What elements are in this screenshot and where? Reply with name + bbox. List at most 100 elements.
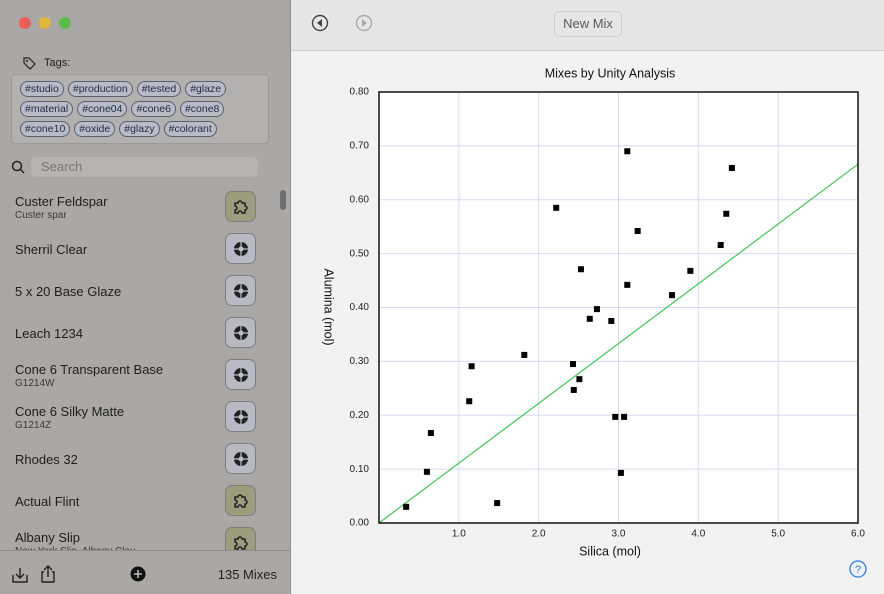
point (427, 430, 434, 437)
icon (231, 239, 251, 259)
x-axis-label: Silica (mol) (579, 544, 641, 558)
tag[interactable]: #glazy (119, 121, 160, 137)
mix-name: Cone 6 Transparent Base (15, 362, 164, 377)
mix-name: 5 x 20 Base Glaze (15, 284, 122, 299)
y-tick-label: 0.60 (350, 194, 370, 205)
icon (231, 533, 251, 550)
point (577, 266, 584, 273)
point (569, 361, 576, 368)
sidebar: Tags: #studio #production #tested #glaze #ma… (0, 0, 291, 594)
x-tick-label: 3.0 (612, 529, 626, 540)
x-tick-label: 5.0 (771, 529, 785, 540)
point (717, 242, 724, 249)
mix-subtitle: G1214Z (15, 420, 52, 431)
back-button[interactable] (311, 14, 329, 32)
share-button[interactable] (39, 564, 57, 584)
point (494, 500, 501, 507)
icon (231, 449, 251, 469)
chart: Mixes by Unity Analysis Silica (mol) Alu… (322, 66, 867, 578)
tag-row: #studio #production #tested #glaze (20, 81, 268, 97)
tags-label: Tags: (44, 57, 71, 69)
point (617, 469, 624, 476)
icon-shape (234, 410, 248, 424)
mix-icon (225, 233, 256, 264)
icon (231, 281, 251, 301)
icon (231, 197, 251, 217)
point (468, 363, 475, 370)
icon (231, 407, 251, 427)
mix-name: Albany Slip (15, 530, 81, 545)
y-tick-label: 0.00 (350, 518, 370, 529)
mix-row[interactable]: Sherril Clear (0, 228, 280, 270)
mix-row[interactable]: Albany SlipNew York Slip, Albany Clay (0, 522, 280, 550)
mix-list: Custer Feldspar Custer spar Sherril Clear 5… (0, 186, 280, 550)
help-button[interactable]: ? (849, 560, 867, 578)
tag[interactable]: #cone04 (77, 101, 128, 117)
mix-name: Sherril Clear (15, 242, 88, 257)
search-field[interactable]: Search (31, 157, 258, 177)
point (576, 376, 583, 383)
point (570, 386, 577, 393)
point (687, 267, 694, 274)
point (593, 306, 600, 313)
mix-row[interactable]: Cone 6 Transparent Base G1214W (0, 354, 280, 396)
mix-icon (225, 443, 256, 474)
zoom-button[interactable] (59, 17, 71, 29)
mix-icon (225, 527, 256, 550)
y-tick-label: 0.80 (350, 87, 370, 98)
y-axis-label: Alumina (mol) (322, 268, 336, 345)
forward-button[interactable] (355, 14, 373, 32)
point (634, 227, 641, 234)
x-tick-label: 6.0 (851, 529, 865, 540)
mix-row[interactable]: 5 x 20 Base Glaze (0, 270, 280, 312)
new-mix-button[interactable]: New Mix (554, 11, 622, 37)
mix-icon (225, 401, 256, 432)
tag[interactable]: #tested (136, 81, 182, 97)
tag[interactable]: #oxide (74, 121, 116, 137)
icon (231, 491, 251, 511)
mix-name: Leach 1234 (15, 326, 83, 341)
mix-row[interactable]: Rhodes 32 (0, 438, 280, 480)
mix-row[interactable]: Actual Flint (0, 480, 280, 522)
icon-shape (234, 284, 248, 298)
point (624, 281, 631, 288)
x-tick-label: 2.0 (532, 529, 546, 540)
mix-icon (225, 191, 256, 222)
icon (231, 365, 251, 385)
point (624, 148, 631, 155)
tag-row: #cone10 #oxide #glazy #colorant (20, 121, 268, 137)
close-button[interactable] (19, 17, 31, 29)
tag[interactable]: #cone6 (131, 101, 176, 117)
y-tick-label: 0.70 (350, 141, 370, 152)
add-button[interactable] (130, 566, 146, 582)
scrollbar[interactable] (280, 190, 286, 210)
icon-shape (234, 452, 248, 466)
tag[interactable]: #colorant (163, 121, 217, 137)
y-tick-label: 0.30 (350, 356, 370, 367)
icon-shape (234, 326, 248, 340)
tag[interactable]: #cone8 (179, 101, 225, 117)
tag-box: #studio #production #tested #glaze #material… (11, 74, 269, 144)
minimize-button[interactable] (39, 17, 51, 29)
icon-shape (235, 495, 247, 507)
point (521, 351, 528, 358)
tag[interactable]: #studio (20, 81, 64, 97)
import-button[interactable] (11, 566, 29, 584)
tag[interactable]: #glaze (185, 81, 227, 97)
point (586, 315, 593, 322)
mix-row[interactable]: Custer Feldspar Custer spar (0, 186, 280, 228)
point (723, 210, 730, 217)
search-icon (11, 160, 25, 174)
mix-name: Cone 6 Silky Matte (15, 404, 125, 419)
point (553, 204, 560, 211)
tag[interactable]: #cone10 (20, 121, 71, 137)
y-tick-label: 0.20 (350, 410, 370, 421)
tag[interactable]: #production (67, 81, 133, 97)
mix-icon (225, 275, 256, 306)
mix-row[interactable]: Cone 6 Silky Matte G1214Z (0, 396, 280, 438)
mix-row[interactable]: Leach 1234 (0, 312, 280, 354)
tag[interactable]: #material (20, 101, 74, 117)
point (423, 468, 430, 475)
mix-name: Actual Flint (15, 494, 80, 509)
